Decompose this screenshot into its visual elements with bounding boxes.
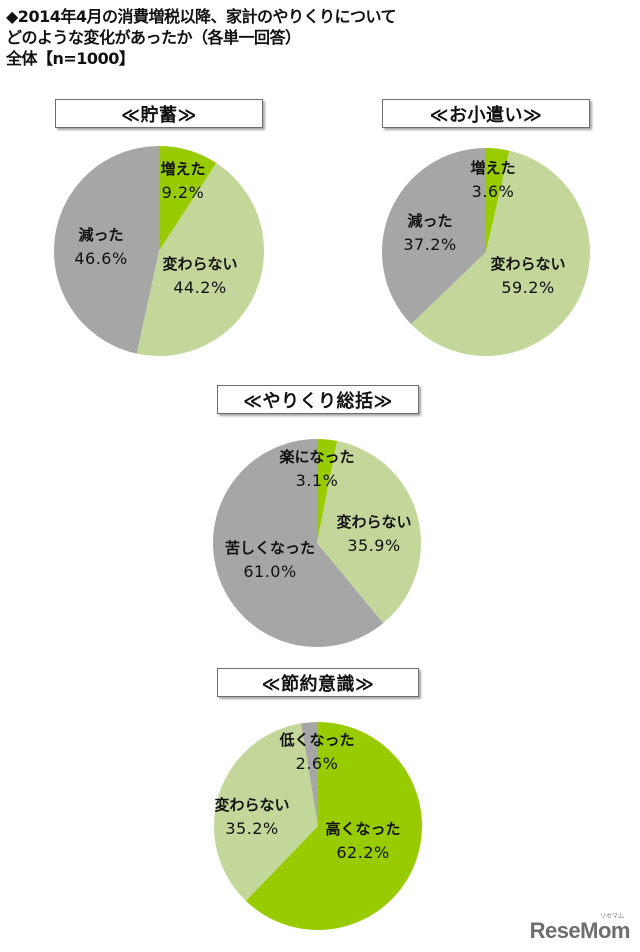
pie-label-allowance-decreased: 減った 37.2% bbox=[403, 212, 457, 254]
header-title-line1: ◆2014年4月の消費増税以降、家計のやりくりについて bbox=[6, 7, 397, 26]
header-sample-size: 全体【n=1000】 bbox=[6, 49, 135, 68]
pie-slice bbox=[136, 163, 264, 357]
pie-label-allowance-unchanged: 変わらない 59.2% bbox=[490, 255, 566, 297]
pie-chart-allowance bbox=[382, 148, 590, 356]
pie-label-awareness-higher: 高くなった 62.2% bbox=[325, 820, 401, 862]
pie-label-savings-unchanged: 変わらない 44.2% bbox=[162, 255, 238, 297]
pie-label-budget-harder: 苦しくなった 61.0% bbox=[224, 539, 316, 581]
pie-slice bbox=[301, 722, 318, 826]
pie-slice bbox=[317, 439, 338, 543]
pie-slice bbox=[486, 148, 510, 252]
pie-title-saving-awareness: ≪節約意識≫ bbox=[217, 668, 419, 697]
pie-slice bbox=[317, 440, 421, 624]
pie-slice bbox=[382, 148, 486, 325]
pie-title-allowance: ≪お小遣い≫ bbox=[382, 99, 590, 128]
pie-slice bbox=[213, 439, 384, 647]
pie-label-awareness-lower: 低くなった 2.6% bbox=[279, 731, 355, 773]
pie-title-household-budget: ≪やりくり総括≫ bbox=[217, 385, 419, 414]
resemom-logo: ReseMom リセマム bbox=[529, 914, 631, 943]
chart-header: ◆2014年4月の消費増税以降、家計のやりくりについて どのような変化があったか… bbox=[6, 6, 397, 69]
pie-title-savings: ≪貯蓄≫ bbox=[55, 99, 263, 128]
pie-slice bbox=[53, 146, 160, 354]
pie-chart-saving-awareness bbox=[214, 722, 422, 930]
pie-slice bbox=[214, 723, 318, 901]
pie-slice bbox=[411, 150, 590, 356]
pie-slice bbox=[245, 722, 422, 930]
pie-label-savings-decreased: 減った 46.6% bbox=[74, 226, 128, 268]
pie-label-budget-unchanged: 変わらない 35.9% bbox=[336, 513, 412, 555]
pie-label-awareness-unchanged: 変わらない 35.2% bbox=[214, 796, 290, 838]
pie-chart-savings bbox=[53, 146, 264, 357]
pie-chart-household-budget bbox=[213, 439, 421, 647]
pie-slice bbox=[159, 146, 217, 251]
pie-label-savings-increased: 増えた 9.2% bbox=[160, 160, 206, 202]
pie-label-allowance-increased: 増えた 3.6% bbox=[470, 159, 516, 201]
pie-label-budget-easier: 楽になった 3.1% bbox=[279, 448, 355, 490]
header-title-line2: どのような変化があったか（各単一回答） bbox=[6, 28, 301, 47]
